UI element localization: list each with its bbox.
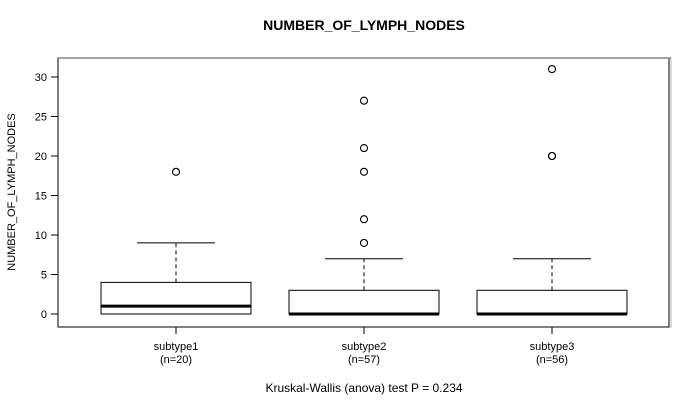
- y-tick-label: 15: [35, 191, 47, 203]
- chart-title: NUMBER_OF_LYMPH_NODES: [263, 17, 465, 33]
- outlier-point: [359, 144, 369, 153]
- y-tick-label: 20: [35, 151, 47, 163]
- group-label: subtype1: [154, 341, 199, 353]
- iqr-box: [100, 281, 252, 315]
- group-label: subtype2: [342, 341, 387, 353]
- y-axis: 0 5 10 15 20 25 30: [35, 72, 58, 321]
- y-tick-label: 5: [41, 270, 47, 282]
- outlier-point: [359, 215, 369, 224]
- outlier-point: [547, 65, 557, 74]
- stat-test-caption: Kruskal-Wallis (anova) test P = 0.234: [265, 381, 462, 395]
- outlier-point: [171, 167, 181, 176]
- box-group-subtype3: [476, 65, 628, 316]
- outlier-point: [547, 151, 557, 161]
- y-tick-label: 30: [35, 72, 47, 84]
- y-tick-label: 10: [35, 230, 47, 242]
- y-axis-label: NUMBER_OF_LYMPH_NODES: [6, 113, 18, 271]
- box-group-subtype1: [100, 167, 252, 315]
- group-label: subtype3: [530, 341, 575, 353]
- outlier-point: [359, 238, 369, 247]
- group-sublabel: (n=56): [536, 354, 568, 366]
- iqr-box: [288, 289, 440, 315]
- outlier-point: [359, 167, 369, 176]
- group-sublabel: (n=57): [348, 354, 380, 366]
- x-axis: subtype1(n=20) subtype2(n=57) subtype3(n=5…: [154, 327, 575, 366]
- y-tick-label: 0: [41, 309, 47, 321]
- y-tick-label: 25: [35, 112, 47, 124]
- outlier-point: [359, 96, 369, 105]
- box-series: [100, 65, 628, 316]
- box-group-subtype2: [288, 96, 440, 316]
- group-sublabel: (n=20): [160, 354, 192, 366]
- iqr-box: [476, 289, 628, 315]
